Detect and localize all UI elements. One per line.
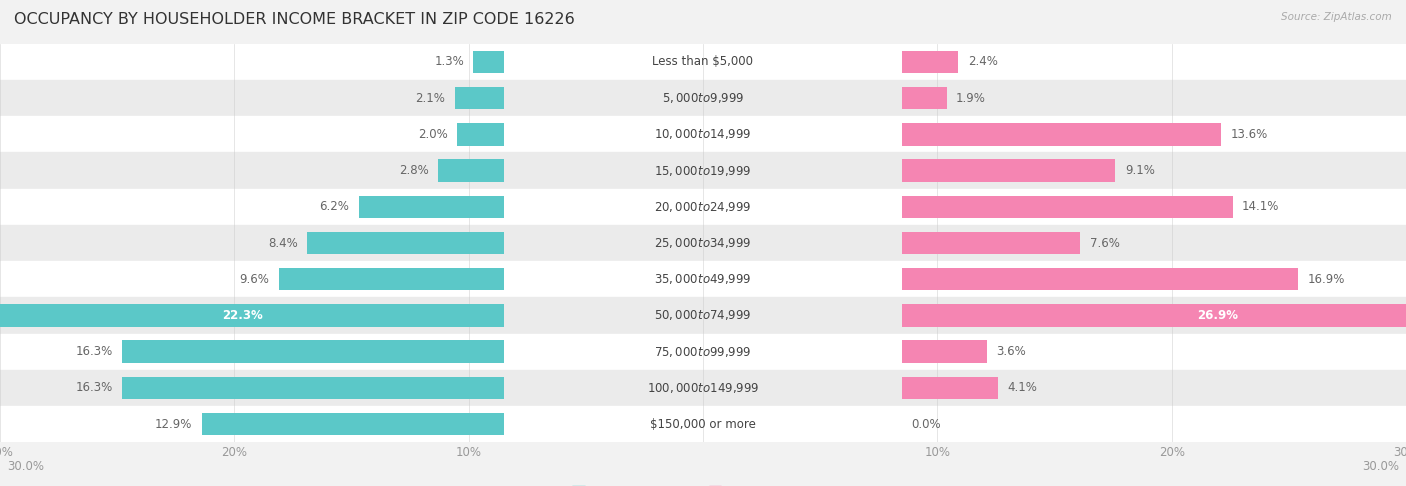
Text: 2.0%: 2.0%	[418, 128, 447, 141]
Bar	[0, 370, 1406, 406]
Text: 7.6%: 7.6%	[1090, 237, 1119, 249]
Text: 14.1%: 14.1%	[1241, 200, 1279, 213]
Text: 6.2%: 6.2%	[319, 200, 349, 213]
Text: $50,000 to $74,999: $50,000 to $74,999	[654, 309, 752, 322]
Bar	[439, 159, 503, 182]
Text: 3.6%: 3.6%	[995, 345, 1025, 358]
Bar	[0, 225, 1406, 261]
Bar	[903, 341, 987, 363]
Bar	[903, 268, 1298, 291]
Text: Less than $5,000: Less than $5,000	[652, 55, 754, 69]
Text: $20,000 to $24,999: $20,000 to $24,999	[654, 200, 752, 214]
Bar	[903, 51, 959, 73]
Bar	[307, 232, 503, 254]
Bar	[0, 189, 1406, 225]
Bar	[903, 232, 1080, 254]
Bar	[903, 195, 1233, 218]
Text: $5,000 to $9,999: $5,000 to $9,999	[662, 91, 744, 105]
Text: 22.3%: 22.3%	[222, 309, 263, 322]
Text: 9.6%: 9.6%	[239, 273, 270, 286]
Text: 26.9%: 26.9%	[1197, 309, 1237, 322]
Bar	[903, 87, 946, 109]
Text: 1.3%: 1.3%	[434, 55, 464, 69]
Text: $15,000 to $19,999: $15,000 to $19,999	[654, 164, 752, 177]
Text: $150,000 or more: $150,000 or more	[650, 417, 756, 431]
Bar	[0, 80, 1406, 116]
Text: 16.9%: 16.9%	[1308, 273, 1346, 286]
Bar	[0, 153, 1406, 189]
Bar	[0, 297, 1406, 333]
Bar	[0, 44, 1406, 80]
Legend: Owner-occupied, Renter-occupied: Owner-occupied, Renter-occupied	[568, 481, 838, 486]
Text: 30.0%: 30.0%	[1362, 460, 1399, 473]
Text: $100,000 to $149,999: $100,000 to $149,999	[647, 381, 759, 395]
Text: $35,000 to $49,999: $35,000 to $49,999	[654, 272, 752, 286]
Text: 13.6%: 13.6%	[1230, 128, 1267, 141]
Text: 2.8%: 2.8%	[399, 164, 429, 177]
Text: 8.4%: 8.4%	[269, 237, 298, 249]
Bar	[903, 377, 998, 399]
Text: 16.3%: 16.3%	[76, 345, 112, 358]
Bar	[0, 116, 1406, 153]
Text: 12.9%: 12.9%	[155, 417, 193, 431]
Text: 9.1%: 9.1%	[1125, 164, 1154, 177]
Text: 0.0%: 0.0%	[911, 417, 941, 431]
Bar	[903, 304, 1406, 327]
Text: $10,000 to $14,999: $10,000 to $14,999	[654, 127, 752, 141]
Bar	[0, 261, 1406, 297]
Text: 16.3%: 16.3%	[76, 382, 112, 395]
Bar	[278, 268, 503, 291]
Bar	[359, 195, 503, 218]
Bar	[454, 87, 503, 109]
Text: 4.1%: 4.1%	[1008, 382, 1038, 395]
Bar	[903, 123, 1220, 145]
Bar	[457, 123, 503, 145]
Text: $75,000 to $99,999: $75,000 to $99,999	[654, 345, 752, 359]
Text: 30.0%: 30.0%	[7, 460, 44, 473]
Text: 2.1%: 2.1%	[415, 91, 446, 104]
Text: OCCUPANCY BY HOUSEHOLDER INCOME BRACKET IN ZIP CODE 16226: OCCUPANCY BY HOUSEHOLDER INCOME BRACKET …	[14, 12, 575, 27]
Bar	[474, 51, 503, 73]
Text: 2.4%: 2.4%	[967, 55, 998, 69]
Bar	[0, 333, 1406, 370]
Bar	[903, 159, 1115, 182]
Bar	[0, 406, 1406, 442]
Bar	[0, 304, 503, 327]
Bar	[122, 377, 503, 399]
Text: $25,000 to $34,999: $25,000 to $34,999	[654, 236, 752, 250]
Bar	[122, 341, 503, 363]
Bar	[201, 413, 503, 435]
Text: Source: ZipAtlas.com: Source: ZipAtlas.com	[1281, 12, 1392, 22]
Text: 1.9%: 1.9%	[956, 91, 986, 104]
